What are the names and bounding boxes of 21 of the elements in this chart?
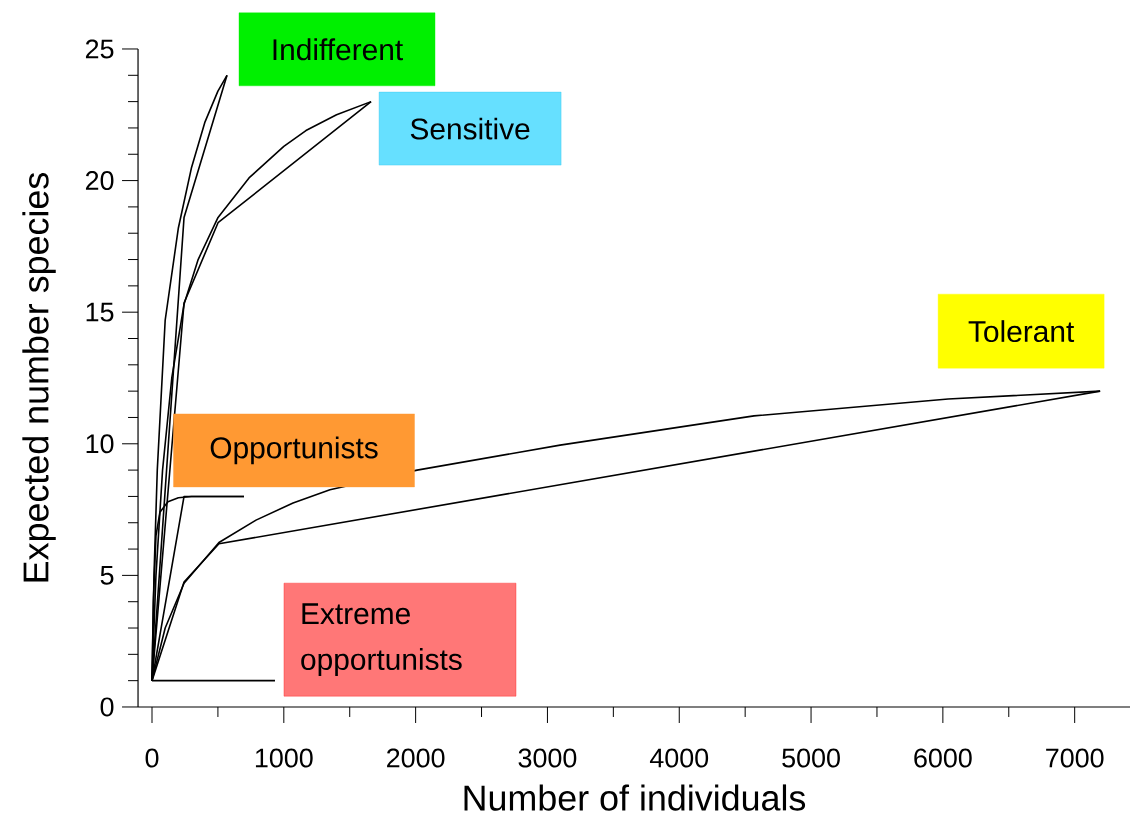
x-tick-label: 3000 <box>518 748 577 768</box>
x-tick-label: 1000 <box>255 748 313 768</box>
x-axis-title: Number of individuals <box>464 784 806 811</box>
x-tick-label: 2000 <box>387 748 445 768</box>
x-tick-label: 6000 <box>914 748 972 768</box>
x-tick-label: 0 <box>145 748 159 768</box>
y-axis-title: Expected number species <box>22 173 56 582</box>
y-tick-label: 25 <box>85 39 114 59</box>
x-tick-label: 7000 <box>1046 748 1104 768</box>
annotation: Indifferent <box>273 38 403 61</box>
x-tick-label: 5000 <box>782 748 840 768</box>
annotation: Extreme opportunists <box>301 603 462 676</box>
annotation: Sensitive <box>410 117 530 140</box>
y-tick-label: 5 <box>100 565 114 585</box>
annotation: Opportunists <box>210 436 378 465</box>
annotation: Tolerant <box>968 320 1075 343</box>
x-tick-label: 4000 <box>649 748 709 768</box>
y-tick-label: 10 <box>86 434 114 454</box>
y-tick-label: 0 <box>100 697 114 717</box>
y-tick-label: 20 <box>85 171 114 191</box>
y-tick-label: 15 <box>86 302 114 322</box>
